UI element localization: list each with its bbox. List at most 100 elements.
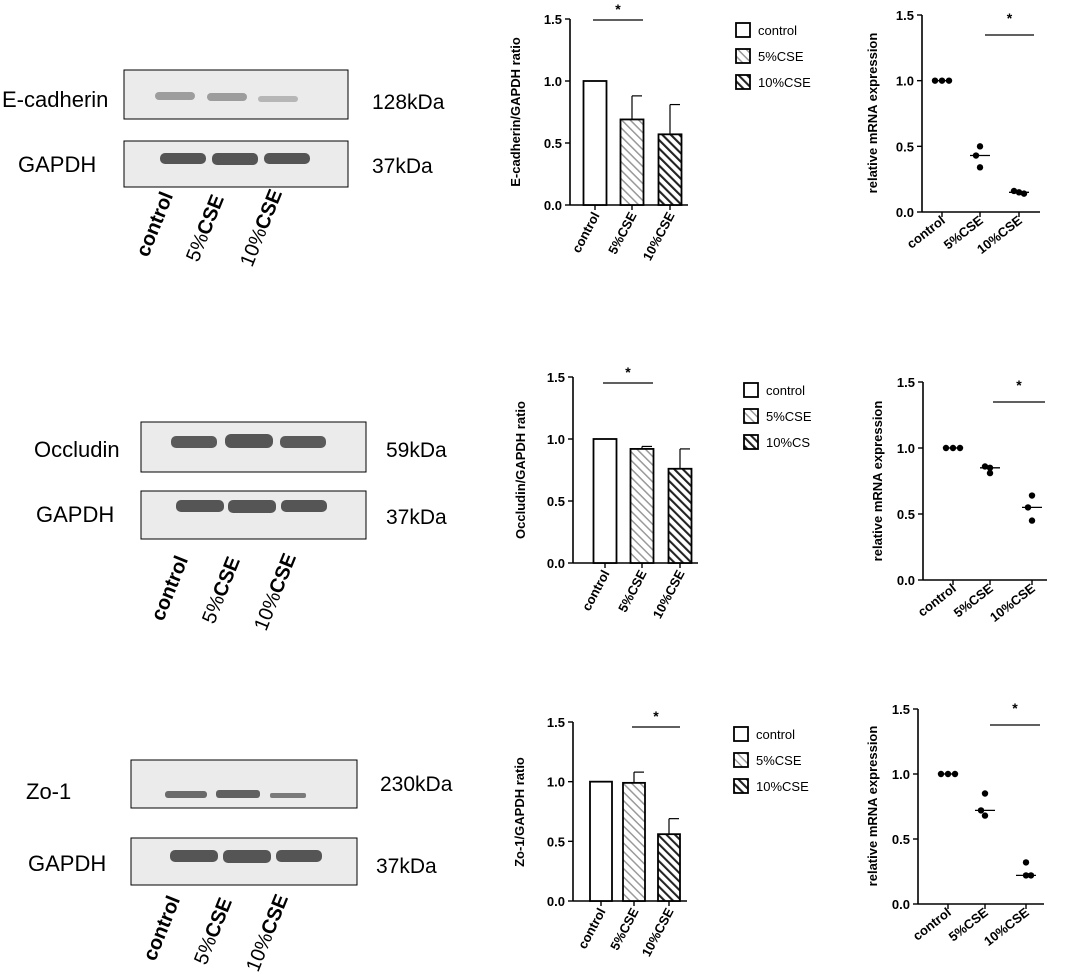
y-axis-label: Occludin/GAPDH ratio	[513, 401, 528, 539]
data-point	[986, 469, 994, 477]
blot-panel-zo1: Zo-1 GAPDH 230kDa 37kDa control 5%CSE 10…	[26, 759, 453, 975]
blot-band	[228, 500, 276, 513]
lane-label-5cse: 5%CSE	[190, 895, 237, 968]
blot-band	[155, 92, 195, 100]
blot-box-gapdh	[140, 490, 367, 540]
data-point	[981, 812, 989, 819]
y-tick-label: 1.0	[892, 767, 910, 782]
blot-panel-occludin: Occludin GAPDH 59kDa 37kDa control 5%CSE…	[34, 421, 447, 634]
significance-star: *	[1012, 700, 1018, 716]
y-tick-label: 0.0	[896, 205, 914, 220]
protein-label: Zo-1	[26, 779, 71, 804]
lane-label-control: control	[132, 189, 178, 260]
blot-band	[225, 434, 273, 448]
x-tick-label: 10%CSE	[639, 905, 677, 959]
significance-star: *	[1016, 377, 1022, 393]
x-tick-label: control	[569, 209, 603, 255]
x-tick-label: 10%CSE	[650, 567, 688, 621]
blot-band	[281, 500, 327, 512]
blot-band	[276, 850, 322, 862]
gapdh-label: GAPDH	[36, 502, 114, 527]
data-point	[981, 790, 989, 797]
bar	[622, 781, 646, 902]
legend-label: 10%CSE	[756, 779, 809, 794]
significance-star: *	[653, 708, 659, 724]
bar-chart-0: 0.0 0.5 1.0 1.5 E-cadherin/GAPDH ratio contro…	[508, 1, 811, 263]
legend-label: 10%CS	[766, 435, 810, 450]
legend-swatch	[743, 382, 759, 398]
blot-band	[216, 790, 260, 798]
lane-label-control: control	[139, 893, 185, 964]
data-point	[1028, 517, 1036, 524]
y-tick-label: 0.0	[547, 556, 565, 571]
legend-swatch	[735, 48, 751, 64]
y-axis-label: E-cadherin/GAPDH ratio	[508, 37, 523, 187]
y-tick-label: 1.0	[547, 775, 565, 790]
legend-swatch	[743, 408, 759, 424]
y-tick-label: 0.0	[544, 198, 562, 213]
data-point	[976, 143, 984, 150]
gapdh-kda-label: 37kDa	[376, 855, 437, 878]
legend-label: control	[758, 23, 797, 38]
legend-label: 5%CSE	[766, 409, 812, 424]
y-tick-label: 1.5	[544, 12, 562, 27]
bar	[589, 780, 613, 902]
charts-layer: 0.0 0.5 1.0 1.5 E-cadherin/GAPDH ratio contro…	[508, 1, 1047, 959]
gapdh-kda-label: 37kDa	[372, 155, 433, 178]
y-axis-label: relative mRNA expression	[870, 401, 885, 562]
lane-label-5cse: 5%CSE	[198, 554, 245, 627]
y-tick-label: 1.5	[892, 702, 910, 717]
legend-swatch	[735, 74, 751, 90]
x-tick-label: 10%CSE	[981, 904, 1032, 948]
bar	[657, 133, 683, 206]
x-tick-label: 5%CSE	[615, 567, 650, 615]
protein-kda-label: 230kDa	[380, 773, 453, 796]
y-tick-label: 0.5	[547, 834, 565, 849]
bar	[629, 448, 655, 564]
protein-kda-label: 59kDa	[386, 439, 447, 462]
data-point	[976, 164, 984, 171]
y-tick-label: 1.5	[547, 715, 565, 730]
x-tick-label: control	[579, 567, 613, 613]
protein-label: E-cadherin	[2, 87, 108, 112]
y-tick-label: 1.5	[896, 8, 914, 23]
blot-box-zo1	[130, 759, 358, 809]
legend-swatch	[743, 434, 759, 450]
blot-panel-ecadherin: E-cadherin GAPDH 128kDa 37kDa control 5%…	[2, 69, 445, 270]
y-tick-label: 0.0	[547, 894, 565, 909]
scatter-chart-1: 0.0 0.5 1.0 1.5 relative mRNA expression cont…	[870, 375, 1047, 625]
y-tick-label: 1.5	[897, 375, 915, 390]
bar	[619, 118, 645, 206]
data-point	[1020, 190, 1028, 197]
x-tick-label: 5%CSE	[605, 209, 640, 257]
y-tick-label: 0.5	[897, 507, 915, 522]
scatter-chart-2: 0.0 0.5 1.0 1.5 relative mRNA expression cont…	[865, 700, 1044, 949]
y-tick-label: 1.0	[544, 74, 562, 89]
data-point	[1022, 859, 1030, 866]
blot-band	[264, 153, 310, 164]
lane-label-control: control	[147, 553, 193, 624]
y-tick-label: 1.0	[897, 441, 915, 456]
y-tick-label: 1.5	[547, 370, 565, 385]
gapdh-label: GAPDH	[28, 851, 106, 876]
lane-label-10cse: 10%CSE	[242, 891, 293, 974]
gapdh-kda-label: 37kDa	[386, 506, 447, 529]
y-tick-label: 1.0	[896, 74, 914, 89]
blot-band	[176, 500, 224, 512]
y-axis-label: Zo-1/GAPDH ratio	[512, 757, 527, 867]
protein-kda-label: 128kDa	[372, 91, 445, 114]
legend-label: 5%CSE	[756, 753, 802, 768]
x-tick-label: 5%CSE	[607, 905, 642, 953]
significance-star: *	[615, 1, 621, 17]
blot-band	[212, 153, 258, 165]
blot-band	[207, 93, 247, 101]
y-axis-label: relative mRNA expression	[865, 33, 880, 194]
y-tick-label: 0.5	[544, 136, 562, 151]
blot-band	[160, 153, 206, 164]
legend-swatch	[735, 22, 751, 38]
legend-label: 5%CSE	[758, 49, 804, 64]
gapdh-label: GAPDH	[18, 152, 96, 177]
